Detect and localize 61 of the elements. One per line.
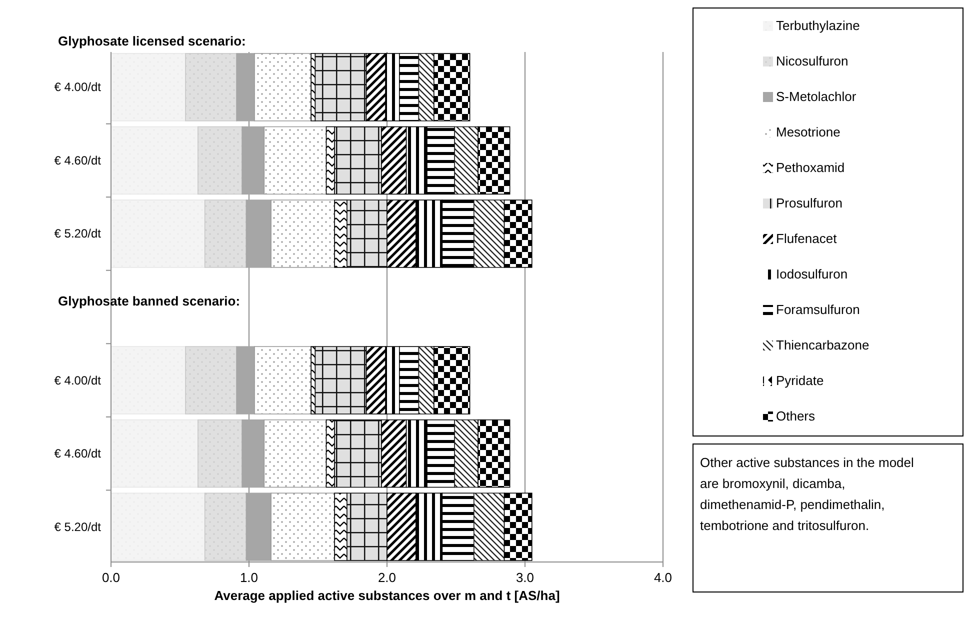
bar [110, 492, 206, 561]
bar [110, 126, 198, 195]
bar [185, 53, 237, 122]
bar [110, 419, 198, 488]
bar [110, 200, 206, 268]
x-tick-label: 2.0 [378, 570, 396, 585]
bar [334, 200, 348, 268]
legend-label: Prosulfuron [776, 196, 842, 210]
bar [504, 200, 532, 268]
x-tick-label: 0.0 [102, 570, 120, 585]
bar [454, 419, 478, 488]
bar [110, 346, 186, 414]
legend-label: Thiencarbazone [776, 338, 870, 352]
legend-label: Mesotrione [776, 124, 840, 140]
bar [454, 126, 478, 195]
legend-label: Iodosulfuron [776, 266, 848, 282]
y-tick-label: € 4.60/dt [54, 446, 102, 461]
bar [204, 200, 247, 268]
bar [334, 419, 382, 488]
y-tick-label: € 4.60/dt [54, 153, 102, 168]
text: Glyphosate licensed scenario: [58, 33, 246, 48]
text: Other active substances in the model are bromoxynil, dicamba, dimethenamid-P, pendimethalin, tembotrione and tritosulfuron. [700, 454, 915, 535]
bar [314, 53, 367, 122]
legend-label: Foramsulfuron [776, 302, 860, 317]
bar [474, 492, 505, 561]
bar [310, 53, 316, 122]
bar [185, 346, 237, 414]
bar [346, 492, 388, 561]
legend-label: Pyridate [776, 373, 824, 388]
y-tick-label: € 4.00/dt [54, 373, 102, 388]
bar [504, 492, 532, 561]
bar [110, 53, 186, 122]
legend-label: Terbuthylazine [776, 18, 860, 33]
bar [346, 200, 388, 268]
legend-label: Others [776, 408, 816, 424]
legend-label: Pethoxamid [776, 160, 845, 175]
bar [434, 346, 470, 414]
bar [314, 346, 367, 414]
bar [478, 419, 510, 488]
y-tick-label: € 5.20/dt [54, 226, 102, 241]
bar [478, 126, 510, 195]
y-tick-label: € 4.00/dt [54, 80, 102, 94]
bar [418, 53, 434, 122]
x-tick-label: 4.0 [654, 570, 672, 585]
bar [474, 200, 505, 268]
bar [418, 346, 434, 414]
annotation: Glyphosate banned scenario: [58, 294, 240, 309]
bar [204, 492, 247, 561]
legend-label: Flufenacet [776, 231, 838, 246]
legend-label: S-Metolachlor [776, 89, 857, 104]
bar [334, 492, 348, 561]
bar [434, 53, 470, 122]
bar [198, 126, 242, 195]
legend-label: Nicosulfuron [776, 54, 848, 68]
bar [198, 419, 242, 488]
bar [334, 126, 382, 195]
bar [310, 346, 316, 414]
x-axis-title: Average applied active substances over m and t [AS/ha] [214, 588, 560, 603]
x-tick-label: 3.0 [516, 570, 534, 585]
y-tick-label: € 5.20/dt [54, 520, 102, 534]
x-tick-label: 1.0 [240, 570, 258, 585]
